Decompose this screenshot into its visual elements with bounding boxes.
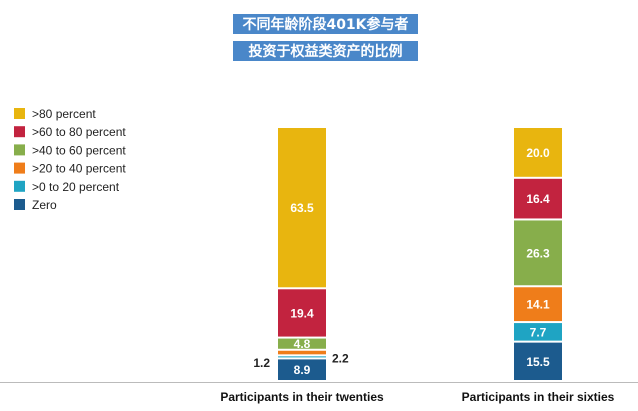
title-bg-line-2 (233, 41, 418, 61)
value-label-1-40-to-60-percent: 4.8 (294, 337, 311, 351)
category-labels: Participants in their twenties Participan… (220, 390, 614, 404)
legend-label-80-percent: >80 percent (32, 107, 96, 121)
legend-swatch-60-to-80-percent (14, 126, 25, 138)
title-line-1: 不同年龄阶段401K参与者 (242, 16, 408, 33)
title-line-2: 投资于权益类资产的比例 (249, 43, 403, 60)
chart-title: 不同年龄阶段401K参与者 投资于权益类资产的比例 (233, 14, 418, 61)
legend-label-zero: Zero (32, 198, 57, 212)
value-label-2-zero: 15.5 (526, 355, 550, 369)
value-label-1-20-to-40-percent: 2.2 (332, 352, 349, 366)
bar-1-0-to-20-percent (278, 356, 326, 358)
bars: 8.9 1.2 2.2 4.8 19.4 63.5 15.5 7.7 14.1 26.3 16.4 2… (253, 128, 562, 380)
legend: >80 percent >60 to 80 percent >40 to 60 pe… (14, 107, 126, 212)
bar-2-20-to-40-percent (514, 287, 562, 322)
category-label-2: Participants in their sixties (462, 390, 615, 404)
bar-2-zero (514, 342, 562, 380)
legend-label-60-to-80-percent: >60 to 80 percent (32, 125, 126, 139)
value-label-1-60-to-80-percent: 19.4 (290, 306, 314, 320)
bar-2-0-to-20-percent (514, 323, 562, 341)
value-label-2-20-to-40-percent: 14.1 (526, 298, 550, 312)
bar-1-40-to-60-percent (278, 338, 326, 349)
value-label-2-60-to-80-percent: 16.4 (526, 192, 550, 206)
category-label-1: Participants in their twenties (220, 390, 384, 404)
bar-1-zero (278, 359, 326, 380)
value-label-2-0-to-20-percent: 7.7 (530, 325, 547, 339)
legend-label-20-to-40-percent: >20 to 40 percent (32, 162, 126, 176)
legend-swatch-zero (14, 199, 25, 210)
value-label-2-80-percent: 20.0 (526, 146, 550, 160)
value-label-1-0-to-20-percent: 1.2 (253, 356, 270, 370)
legend-swatch-40-to-60-percent (14, 144, 25, 156)
legend-label-0-to-20-percent: >0 to 20 percent (32, 180, 120, 194)
legend-swatch-20-to-40-percent (14, 162, 25, 174)
bar-2-60-to-80-percent (514, 178, 562, 219)
value-label-1-zero: 8.9 (294, 363, 311, 377)
legend-swatch-80-percent (14, 108, 25, 119)
bar-2-80-percent (514, 128, 562, 177)
legend-label-40-to-60-percent: >40 to 60 percent (32, 143, 126, 157)
bar-1-80-percent (278, 128, 326, 288)
bar-1-20-to-40-percent (278, 350, 326, 355)
legend-swatch-0-to-20-percent (14, 180, 25, 192)
bar-2-40-to-60-percent (514, 220, 562, 286)
value-label-2-40-to-60-percent: 26.3 (526, 246, 550, 260)
title-bg-line-1 (233, 14, 418, 34)
bar-1-60-to-80-percent (278, 289, 326, 337)
value-label-1-80-percent: 63.5 (290, 201, 314, 215)
